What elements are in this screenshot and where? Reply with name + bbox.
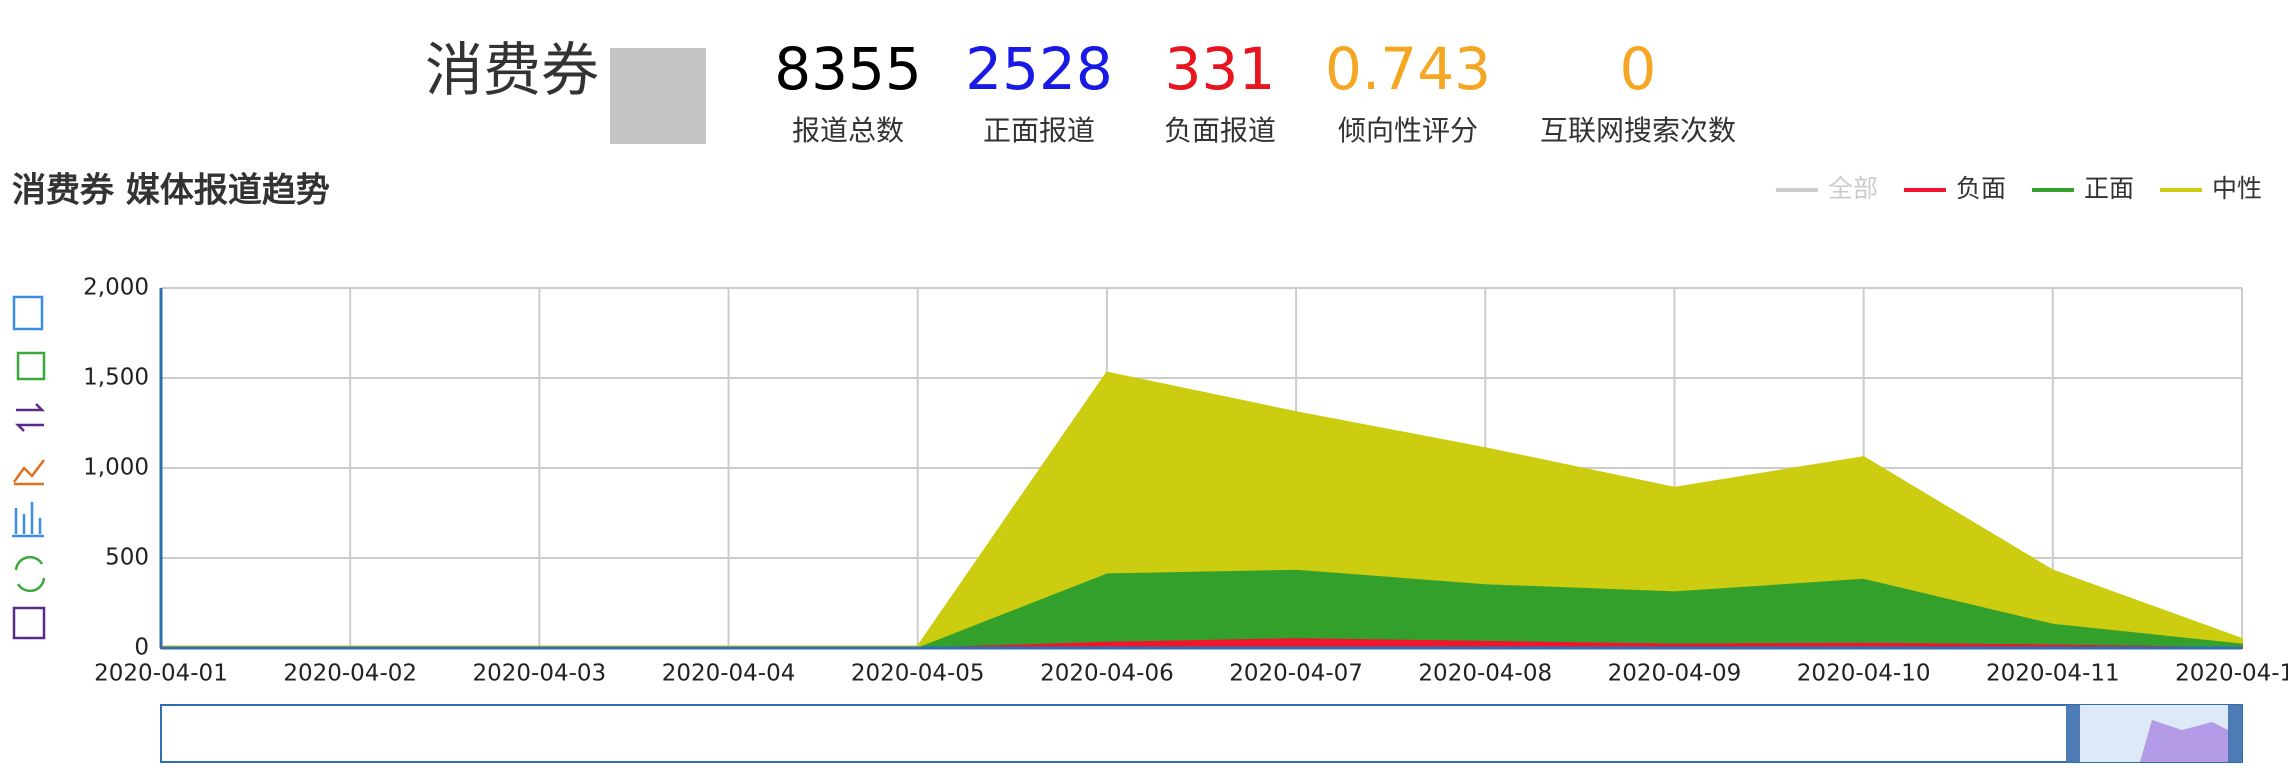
tool-save[interactable] [12, 606, 46, 640]
stat-value: 331 [1165, 35, 1276, 103]
x-tick-label: 2020-04-09 [1608, 661, 1742, 687]
x-tick-label: 2020-04-03 [473, 661, 607, 687]
stat-value: 2528 [965, 35, 1113, 103]
stat-value: 0.743 [1325, 35, 1491, 103]
chart-title: 消费券 媒体报道趋势 [12, 171, 330, 211]
data-zoom[interactable] [160, 704, 2243, 763]
toolbox[interactable] [12, 295, 46, 640]
tool-zoom[interactable] [16, 351, 46, 381]
zoom-handle[interactable] [2066, 705, 2080, 762]
y-tick-label: 1,000 [83, 455, 149, 481]
x-tick-label: 2020-04-10 [1797, 661, 1931, 687]
stat-label: 倾向性评分 [1338, 114, 1478, 147]
legend-label[interactable]: 全部 [1828, 174, 1878, 203]
y-tick-label: 1,500 [83, 365, 149, 391]
x-tick-label: 2020-04-12 [2175, 661, 2288, 687]
tool-line[interactable] [12, 459, 45, 486]
keyword: 消费券 [425, 36, 599, 104]
zoom-track [160, 704, 2243, 763]
tool-data-view[interactable] [12, 295, 44, 331]
y-tick-label: 0 [134, 635, 149, 661]
x-tick-label: 2020-04-08 [1418, 661, 1552, 687]
stat-value: 0 [1620, 35, 1657, 103]
legend-label[interactable]: 中性 [2212, 174, 2262, 203]
legend-label[interactable]: 负面 [1956, 174, 2006, 203]
zoom-handle[interactable] [2228, 705, 2242, 762]
stat-label: 报道总数 [792, 114, 904, 147]
stat-label: 负面报道 [1164, 114, 1276, 147]
stat-value: 8355 [774, 35, 922, 103]
x-tick-label: 2020-04-05 [851, 661, 985, 687]
logo-placeholder [610, 48, 706, 144]
x-tick-label: 2020-04-11 [1986, 661, 2120, 687]
x-tick-label: 2020-04-04 [662, 661, 796, 687]
x-tick-label: 2020-04-01 [94, 661, 228, 687]
x-tick-label: 2020-04-07 [1229, 661, 1363, 687]
tool-restore[interactable] [14, 403, 46, 432]
y-tick-label: 2,000 [83, 275, 149, 301]
header: 消费券 [425, 36, 706, 144]
legend-label[interactable]: 正面 [2084, 174, 2134, 203]
stat-label: 互联网搜索次数 [1540, 114, 1736, 147]
zoom-preview [2140, 720, 2232, 762]
y-tick-label: 500 [105, 545, 149, 571]
x-tick-label: 2020-04-02 [283, 661, 417, 687]
tool-refresh[interactable] [14, 555, 46, 593]
x-tick-label: 2020-04-06 [1040, 661, 1174, 687]
stat-label: 正面报道 [983, 114, 1095, 147]
tool-bar[interactable] [12, 502, 44, 538]
